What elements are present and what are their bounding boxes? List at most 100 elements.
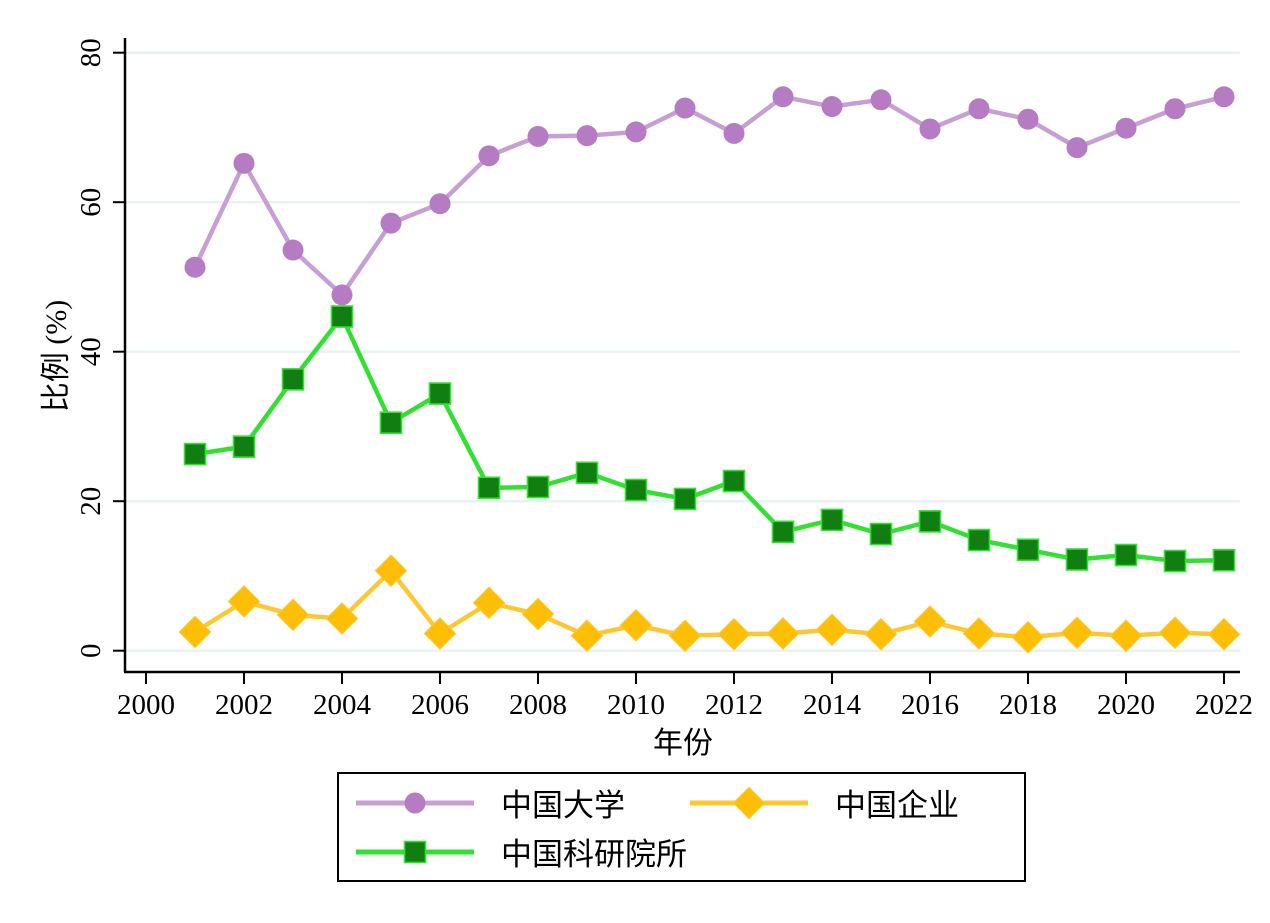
data-point [429,193,451,215]
x-tick-label: 2002 [215,689,273,721]
x-tick-label: 2014 [803,689,862,721]
data-point [183,442,207,466]
data-point [968,98,990,120]
legend-key-line-diamond-icon [690,786,808,819]
x-tick-label: 2006 [411,689,469,721]
data-point [575,461,599,485]
data-point [1163,549,1187,573]
data-point [722,469,746,493]
x-axis-title: 年份 [653,727,713,760]
legend-key-marker [403,840,427,863]
series-line-1 [192,314,1227,564]
legend-key-line-square-icon [356,840,474,863]
legend-key-marker [732,786,766,819]
data-point [380,212,402,234]
data-point [962,617,996,650]
data-point [331,284,353,306]
legend-entry-institutes: 中国科研院所 [353,829,687,874]
data-point [282,239,304,261]
series-line-0 [192,94,1227,298]
data-point [1115,117,1137,139]
x-tick-label: 2000 [117,689,175,721]
data-point [1066,137,1088,159]
data-point [717,617,751,651]
data-point [1016,538,1040,562]
data-point [330,305,354,328]
data-point [918,510,942,533]
x-tick-label: 2016 [901,689,959,721]
legend-key-line-circle-icon [356,792,474,813]
data-point [1017,108,1039,130]
data-point [184,256,206,278]
data-point [673,487,697,511]
x-tick-label: 2012 [705,689,763,721]
data-point [668,619,702,653]
series-lines [192,94,1227,640]
data-point [423,617,457,650]
legend-label: 中国科研院所 [501,837,687,872]
y-tick-label: 80 [75,38,107,67]
legend: 中国大学 中国企业 中国科研院所 [337,772,1026,882]
series-line-2 [192,568,1227,640]
legend-label: 中国大学 [501,788,625,823]
data-point [1011,620,1045,654]
data-point [526,475,550,499]
data-point [178,615,212,649]
series-markers [178,86,1241,654]
y-tick-label: 60 [75,188,107,217]
data-point [1164,98,1186,120]
legend-key-marker [404,792,426,813]
data-point [379,411,403,435]
x-tick-label: 2010 [607,689,665,721]
data-point [1065,548,1089,571]
data-point [1109,619,1143,653]
data-point [723,122,745,144]
data-point [1213,86,1235,108]
legend-label: 中国企业 [835,788,959,823]
data-point [276,598,310,632]
data-point [919,118,941,140]
data-point [870,89,892,111]
data-point [821,96,843,118]
data-point [1207,617,1241,651]
data-point [1212,548,1236,572]
x-tick-label: 2008 [509,689,567,721]
data-point [624,478,648,502]
y-axis-title: 比例 (%) [40,300,73,412]
data-point [477,476,501,500]
data-point [281,368,305,391]
tick-labels: 0 20 40 60 80 2000 2002 2004 2006 2008 2010 2012 201… [75,38,1253,721]
data-point [227,585,261,618]
legend-entry-universities: 中国大学 [353,780,687,825]
data-point [1114,543,1138,567]
data-point [576,125,598,147]
x-tick-label: 2022 [1195,689,1253,721]
data-point [233,152,255,174]
data-point [521,597,555,631]
data-point [913,605,947,638]
data-point [472,586,506,620]
data-point [478,145,500,167]
axis-ticks [113,51,1225,684]
data-point [232,435,256,458]
data-point [766,617,800,650]
axes [123,38,1240,674]
x-tick-label: 2004 [313,689,372,721]
data-point [1158,616,1192,650]
y-tick-label: 40 [75,337,107,366]
x-tick-label: 2018 [999,689,1057,721]
data-point [619,608,653,642]
data-point [1060,616,1094,650]
data-point [374,554,408,588]
data-point [967,528,991,552]
data-point [820,508,844,532]
data-point [428,382,452,405]
data-point [771,520,795,544]
gridlines [126,51,1240,652]
y-tick-label: 20 [75,487,107,516]
data-point [815,613,849,647]
y-tick-label: 0 [75,643,107,658]
data-point [325,602,359,635]
